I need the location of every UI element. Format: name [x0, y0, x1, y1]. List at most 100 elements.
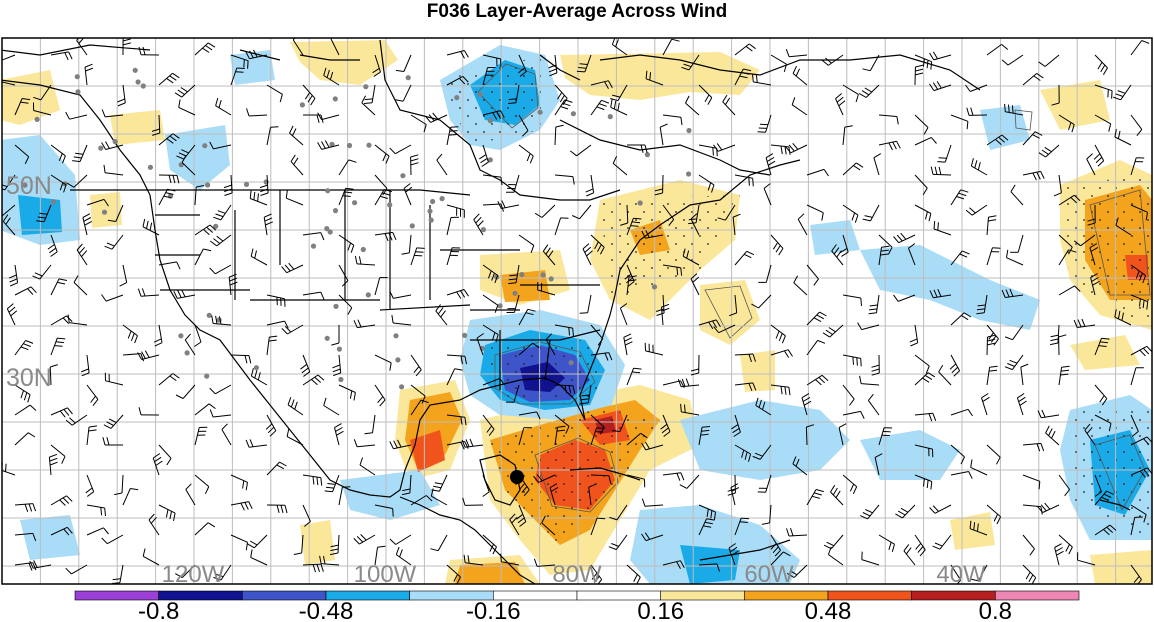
wind-barb — [1020, 363, 1029, 386]
wind-barb — [518, 114, 529, 137]
station-dot — [202, 143, 208, 149]
wind-barb — [194, 403, 216, 416]
wind-barb — [827, 546, 844, 566]
wind-barb — [682, 248, 700, 266]
wind-barb — [1094, 524, 1117, 536]
wind-barb — [401, 474, 412, 496]
wind-barb — [950, 564, 962, 584]
wind-barb — [1094, 84, 1113, 99]
wind-barb — [1058, 474, 1071, 497]
wind-barb — [542, 244, 556, 266]
wind-barb — [221, 423, 232, 446]
wind-barb — [582, 243, 593, 266]
wind-barb — [50, 144, 66, 164]
wind-barb — [627, 144, 648, 153]
lat-label: 50N — [6, 172, 52, 200]
wind-barb — [73, 275, 88, 296]
wind-barb — [122, 38, 131, 56]
wind-barb — [50, 526, 73, 536]
wind-barb — [86, 504, 106, 517]
wind-barb — [610, 84, 628, 102]
wind-barb — [410, 154, 419, 176]
wind-barb — [246, 108, 268, 117]
wind-barb — [765, 153, 776, 176]
wind-barb — [835, 93, 846, 116]
wind-barb — [929, 504, 952, 514]
wind-barb — [2, 81, 16, 86]
wind-barb — [1016, 393, 1027, 416]
wind-barb — [861, 551, 880, 566]
wind-barb — [148, 513, 160, 536]
wind-barb — [1004, 103, 1024, 116]
wind-barb — [970, 158, 988, 176]
wind-barb — [590, 352, 613, 361]
wind-barb — [334, 423, 344, 446]
station-dot — [204, 373, 210, 379]
wind-barb — [364, 414, 376, 435]
wind-barb — [505, 174, 520, 193]
station-dot — [184, 350, 190, 356]
wind-barb — [722, 94, 736, 116]
wind-barb — [185, 483, 196, 506]
wind-barb — [395, 84, 412, 102]
wind-barb — [389, 534, 412, 545]
wind-barb — [266, 126, 279, 146]
station-dot — [132, 67, 138, 73]
wind-barb — [569, 144, 592, 157]
positive-anomaly-area — [1090, 550, 1152, 584]
wind-barb — [230, 474, 248, 491]
station-dot — [548, 276, 554, 282]
station-dot — [637, 200, 643, 206]
wind-barb — [479, 144, 489, 167]
station-dot — [206, 312, 212, 318]
wind-barb — [353, 439, 376, 448]
wind-barb — [1022, 170, 1045, 181]
station-dot — [480, 227, 486, 233]
wind-barb — [266, 335, 278, 356]
wind-barb — [2, 174, 16, 191]
colorbar-tick-label: 0.8 — [979, 598, 1012, 622]
wind-barb — [950, 444, 965, 465]
wind-barb — [265, 414, 277, 437]
wind-barb — [482, 54, 502, 67]
wind-barb — [842, 474, 858, 495]
station-dot — [487, 118, 493, 124]
wind-barb — [859, 375, 880, 386]
wind-barb — [641, 441, 664, 451]
wind-barb — [571, 204, 592, 220]
station-dot — [299, 102, 305, 108]
wind-barb — [791, 97, 808, 116]
wind-barb — [661, 303, 670, 326]
wind-barb — [446, 216, 460, 236]
wind-barb — [908, 243, 916, 266]
wind-barb — [626, 217, 642, 236]
wind-barb — [518, 234, 535, 253]
wind-barb — [245, 439, 268, 448]
wind-barb — [1058, 249, 1077, 266]
wind-barb — [33, 102, 52, 116]
wind-barb — [758, 264, 772, 283]
wind-barb — [482, 324, 499, 343]
wind-barb — [986, 444, 1001, 465]
wind-barb — [537, 281, 556, 296]
wind-barb — [107, 204, 124, 222]
station-dot — [338, 376, 344, 383]
wind-barb — [518, 411, 541, 420]
wind-barb — [579, 294, 592, 314]
wind-barb — [608, 534, 628, 551]
wind-barb — [698, 518, 715, 536]
wind-barb — [323, 67, 340, 86]
wind-barb — [914, 534, 926, 557]
wind-barb — [319, 555, 340, 566]
wind-barb — [374, 384, 386, 407]
wind-barb — [590, 234, 605, 255]
wind-barb — [213, 564, 232, 581]
station-dot — [428, 217, 434, 223]
wind-barb — [86, 384, 99, 407]
wind-barb — [158, 504, 176, 522]
station-dot — [393, 333, 399, 339]
wind-barb — [937, 144, 952, 163]
wind-barb — [1077, 552, 1096, 566]
wind-barb — [374, 189, 393, 206]
wind-barb — [713, 324, 736, 334]
